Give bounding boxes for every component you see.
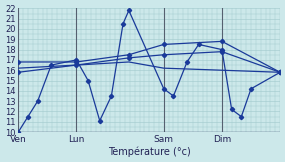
- X-axis label: Température (°c): Température (°c): [108, 147, 191, 157]
